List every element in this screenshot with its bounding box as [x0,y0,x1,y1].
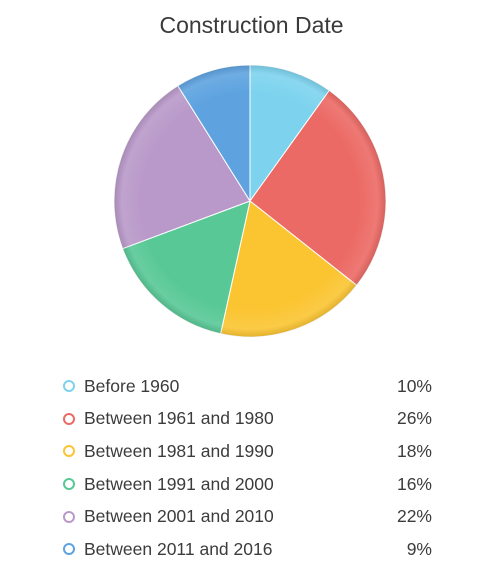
legend-item[interactable]: Between 1991 and 2000 16% [62,468,432,501]
legend-value: 10% [396,375,432,396]
legend-item[interactable]: Between 2011 and 2016 9% [62,533,432,566]
chart-title: Construction Date [159,12,344,38]
legend-value: 26% [396,408,432,429]
legend-value: 16% [396,473,432,494]
legend-value: 18% [396,440,432,461]
legend-label: Between 1961 and 1980 [84,408,274,429]
legend-item[interactable]: Before 1960 10% [62,370,432,403]
pie-chart [113,64,387,338]
legend-marker-icon [63,478,75,491]
legend-marker-icon [63,412,75,425]
legend-value: 9% [406,538,432,559]
legend-item[interactable]: Between 1961 and 1980 26% [62,403,432,436]
legend-marker-icon [63,543,75,556]
legend-label: Between 2001 and 2010 [84,506,274,527]
legend-label: Between 1981 and 1990 [84,440,274,461]
legend-marker-icon [63,510,75,523]
legend-label: Between 2011 and 2016 [84,538,273,559]
legend-label: Between 1991 and 2000 [84,473,274,494]
legend-marker-icon [63,445,75,458]
legend-marker-icon [63,380,75,393]
legend-item[interactable]: Between 2001 and 2010 22% [62,500,432,533]
legend-value: 22% [396,506,432,527]
legend-label: Before 1960 [84,375,180,396]
legend-item[interactable]: Between 1981 and 1990 18% [62,435,432,468]
pie-slices [113,64,387,338]
legend: Before 1960 10% Between 1961 and 1980 26% Be… [62,370,432,566]
